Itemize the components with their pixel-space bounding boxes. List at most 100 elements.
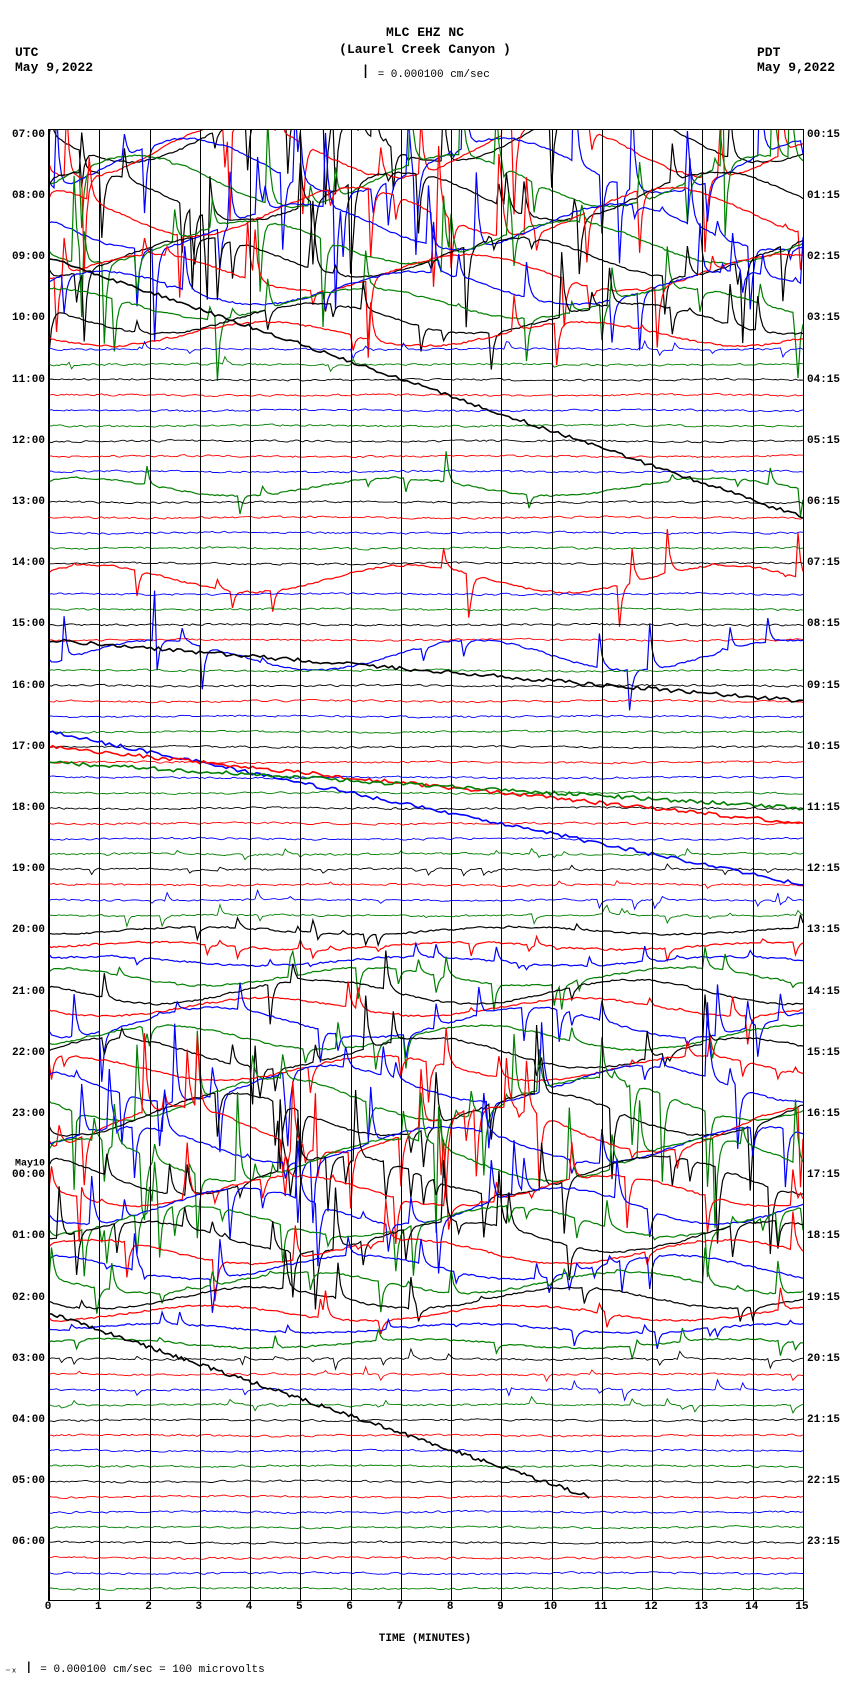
seismic-trace (49, 943, 803, 969)
seismic-trace (49, 1002, 803, 1152)
seismic-trace (49, 1349, 803, 1369)
seismogram-container: MLC EHZ NC (Laurel Creek Canyon ) ǀ = 0.… (0, 0, 850, 1678)
grid-vertical (451, 130, 452, 1600)
pdt-time-label: 01:15 (807, 190, 850, 202)
seismic-trace (49, 356, 803, 371)
seismic-trace (49, 1541, 803, 1544)
pdt-time-label: 02:15 (807, 251, 850, 263)
seismic-trace (49, 529, 803, 627)
x-tick-label: 0 (45, 1601, 52, 1613)
grid-vertical (602, 130, 603, 1600)
pdt-time-label: 05:15 (807, 435, 850, 447)
pdt-time-label: 08:15 (807, 618, 850, 630)
seismic-trace (49, 994, 803, 1104)
seismic-trace (49, 730, 803, 733)
seismic-trace (49, 252, 803, 369)
seismic-trace (49, 1250, 803, 1321)
utc-time-label: 21:00 (1, 986, 45, 998)
seismic-trace (49, 222, 803, 351)
right-timezone-block: PDT May 9,2022 (757, 45, 835, 75)
grid-vertical (200, 130, 201, 1600)
x-tick-label: 13 (695, 1601, 708, 1613)
utc-time-label: 04:00 (1, 1414, 45, 1426)
seismic-trace (49, 638, 803, 641)
utc-time-label: 11:00 (1, 374, 45, 386)
grid-vertical (300, 130, 301, 1600)
seismic-trace (49, 669, 803, 672)
pdt-time-label: 07:15 (807, 557, 850, 569)
seismic-trace (49, 424, 803, 427)
seismic-trace (49, 454, 803, 457)
drift-trace (49, 761, 803, 809)
x-tick-label: 15 (795, 1601, 808, 1613)
utc-time-label: 07:00 (1, 129, 45, 141)
seismic-trace (49, 393, 803, 396)
x-tick-label: 4 (246, 1601, 253, 1613)
seismic-trace (49, 341, 803, 359)
right-date: May 9,2022 (757, 60, 835, 75)
utc-time-label: 20:00 (1, 924, 45, 936)
x-tick-label: 8 (447, 1601, 454, 1613)
drift-trace (49, 639, 803, 701)
grid-vertical (401, 130, 402, 1600)
seismic-trace (49, 1495, 803, 1498)
seismic-trace (49, 1510, 803, 1513)
x-tick-label: 1 (95, 1601, 102, 1613)
seismic-trace (49, 1069, 803, 1223)
seismic-trace (49, 439, 803, 442)
x-tick-label: 3 (195, 1601, 202, 1613)
seismic-trace (49, 562, 803, 565)
seismic-trace (49, 1033, 803, 1208)
seismic-trace (49, 904, 803, 926)
utc-time-label: 06:00 (1, 1536, 45, 1548)
seismic-trace (49, 1140, 803, 1273)
x-tick-label: 10 (544, 1601, 557, 1613)
seismic-trace (49, 132, 803, 299)
seismic-trace (49, 130, 803, 272)
station-name: (Laurel Creek Canyon ) (0, 42, 850, 59)
utc-time-label: 22:00 (1, 1047, 45, 1059)
seismic-trace (49, 500, 803, 503)
utc-time-label: 00:00 (1, 1169, 45, 1181)
grid-vertical (552, 130, 553, 1600)
seismic-trace (49, 295, 803, 365)
seismic-trace (49, 146, 803, 298)
seismic-trace (49, 914, 803, 944)
seismic-trace (49, 890, 803, 909)
seismic-trace (49, 623, 803, 626)
drift-trace (49, 259, 803, 518)
seismic-trace (49, 221, 803, 357)
drift-trace (49, 745, 803, 822)
x-tick-label: 2 (145, 1601, 152, 1613)
seismic-trace (49, 1160, 803, 1309)
grid-vertical (501, 130, 502, 1600)
seismic-trace (49, 246, 803, 381)
seismic-trace (49, 1367, 803, 1381)
x-axis: 0123456789101112131415 (48, 1601, 802, 1631)
grid-vertical (250, 130, 251, 1600)
left-timezone-block: UTC May 9,2022 (15, 45, 93, 75)
seismic-trace (49, 880, 803, 888)
right-tz: PDT (757, 45, 835, 60)
seismic-trace (49, 130, 803, 236)
grid-vertical (99, 130, 100, 1600)
seismic-trace (49, 608, 803, 611)
seismic-trace (49, 864, 803, 876)
seismic-trace (49, 1525, 803, 1528)
pdt-time-label: 21:15 (807, 1414, 850, 1426)
seismic-trace (49, 516, 803, 519)
seismic-trace (49, 1233, 803, 1312)
seismic-trace (49, 715, 803, 718)
trace-canvas (49, 130, 803, 1600)
grid-vertical (150, 130, 151, 1600)
footer-marker: ₋ₓ (5, 1664, 17, 1676)
seismic-trace (49, 451, 803, 516)
left-tz: UTC (15, 45, 93, 60)
seismic-trace (49, 1028, 803, 1103)
scale-indicator: ǀ = 0.000100 cm/sec (0, 64, 850, 84)
seismic-trace (49, 1418, 803, 1421)
seismic-trace (49, 1025, 803, 1191)
x-tick-label: 12 (645, 1601, 658, 1613)
x-tick-label: 9 (497, 1601, 504, 1613)
drift-trace (49, 1314, 589, 1499)
